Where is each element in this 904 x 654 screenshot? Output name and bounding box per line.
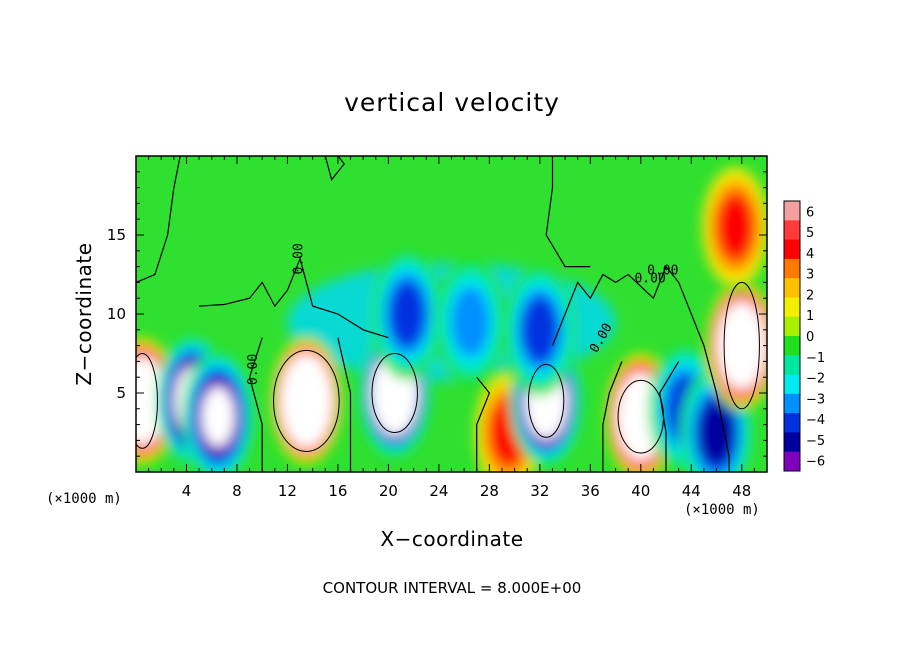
x-axis-label: X−coordinate bbox=[380, 527, 524, 551]
contour-label-3: 0.00 bbox=[634, 271, 665, 286]
x-tick-label-20: 20 bbox=[379, 482, 398, 500]
colorbar-swatch-0 bbox=[784, 201, 800, 221]
x-unit-label-right: (×1000 m) bbox=[684, 502, 760, 518]
strong-contour-3 bbox=[527, 364, 565, 438]
zero-contour-7 bbox=[476, 376, 491, 472]
field-cell-6 bbox=[434, 256, 507, 388]
colorbar-label-9: −3 bbox=[806, 392, 825, 407]
colorbar-swatch-8 bbox=[784, 355, 800, 376]
y-tick-label-10: 10 bbox=[107, 305, 126, 323]
y-ticks: 5 10 15 bbox=[107, 171, 767, 457]
colorbar-label-12: −6 bbox=[806, 455, 825, 470]
colorbar-label-0: 6 bbox=[806, 205, 814, 220]
y-tick-label-5: 5 bbox=[116, 384, 126, 402]
x-ticks: 4 8 12 16 20 24 28 32 36 40 44 48 bbox=[148, 156, 755, 500]
field-cell-0-ring-8 bbox=[136, 371, 159, 431]
colorbar-swatch-4 bbox=[784, 278, 800, 298]
colorbar-label-5: 1 bbox=[806, 309, 814, 324]
colorbar-swatch-11 bbox=[784, 413, 800, 433]
strong-contour-5 bbox=[723, 281, 760, 410]
colorbar-label-11: −5 bbox=[806, 434, 825, 449]
colorbar-label-4: 2 bbox=[806, 288, 814, 303]
field-cell-3 bbox=[270, 335, 343, 467]
colorbar-label-8: −2 bbox=[806, 372, 825, 387]
zero-contour-9 bbox=[659, 361, 680, 472]
colorbar-label-3: 3 bbox=[806, 268, 814, 283]
field-cell-13-ring-8 bbox=[725, 316, 758, 375]
zero-contour-6 bbox=[337, 337, 352, 472]
field-cell-5 bbox=[370, 248, 444, 380]
colorbar-label-7: −1 bbox=[806, 351, 825, 366]
field-cell-3-ring-8 bbox=[290, 371, 323, 431]
field-cell-5-ring-4 bbox=[389, 281, 426, 347]
zero-contour-8 bbox=[602, 361, 623, 472]
colorbar-swatch-3 bbox=[784, 258, 800, 279]
x-tick-label-12: 12 bbox=[278, 482, 297, 500]
x-tick-label-16: 16 bbox=[328, 482, 347, 500]
strong-contour-4 bbox=[617, 379, 665, 454]
strong-contour-2 bbox=[371, 353, 418, 433]
zero-contour-4 bbox=[545, 156, 591, 268]
colorbar-swatch-13 bbox=[784, 451, 800, 472]
zero-contour-5 bbox=[248, 337, 263, 472]
y-tick-label-15: 15 bbox=[107, 226, 126, 244]
contour-label-0: 0.00 bbox=[246, 354, 261, 385]
x-tick-label-32: 32 bbox=[530, 482, 549, 500]
zero-contour-0 bbox=[136, 156, 181, 283]
strong-contour-1 bbox=[273, 349, 340, 452]
x-tick-label-36: 36 bbox=[581, 482, 600, 500]
x-unit-label-left: (×1000 m) bbox=[46, 491, 122, 507]
zero-contour-2 bbox=[324, 156, 345, 182]
x-tick-label-4: 4 bbox=[182, 482, 192, 500]
zero-contour-1 bbox=[199, 256, 389, 339]
colorbar: 6 5 4 3 2 1 0 −1 −2 −3 −4 −5 −6 bbox=[783, 200, 825, 472]
colorbar-swatch-1 bbox=[784, 220, 800, 241]
strong-contour-0 bbox=[136, 353, 158, 449]
x-tick-label-40: 40 bbox=[631, 482, 650, 500]
chart-title: vertical velocity bbox=[344, 88, 560, 117]
field-cell-14 bbox=[699, 161, 767, 293]
colorbar-swatch-2 bbox=[784, 239, 800, 260]
colorbar-swatch-9 bbox=[784, 374, 800, 395]
contour-interval-note: CONTOUR INTERVAL = 8.000E+00 bbox=[322, 579, 582, 597]
colorbar-label-6: 0 bbox=[806, 330, 814, 345]
colorbar-frame bbox=[783, 200, 801, 472]
colorbar-swatch-6 bbox=[784, 316, 800, 337]
contour-label-1: 0.00 bbox=[292, 243, 307, 274]
field-cell-13 bbox=[705, 279, 767, 412]
field-cell-9 bbox=[503, 264, 577, 396]
zero-contour-3 bbox=[551, 265, 730, 472]
x-tick-label-28: 28 bbox=[480, 482, 499, 500]
x-tick-label-24: 24 bbox=[429, 482, 448, 500]
colorbar-swatch-10 bbox=[784, 393, 800, 414]
contour-label-4: 0.00 bbox=[647, 264, 678, 279]
x-tick-label-8: 8 bbox=[232, 482, 242, 500]
colorbar-label-1: 5 bbox=[806, 226, 814, 241]
field-cell-14-ring-4 bbox=[717, 194, 754, 260]
x-tick-label-44: 44 bbox=[682, 482, 701, 500]
colorbar-swatch-7 bbox=[784, 336, 800, 356]
field-cell-2-ring-7 bbox=[201, 386, 235, 447]
heatmap-field bbox=[136, 156, 767, 472]
x-tick-label-48: 48 bbox=[732, 482, 751, 500]
colorbar-swatch-5 bbox=[784, 297, 800, 318]
colorbar-label-10: −4 bbox=[806, 413, 825, 428]
colorbar-label-2: 4 bbox=[806, 247, 814, 262]
field-cell-9-ring-4 bbox=[521, 296, 559, 363]
field-cell-12-ring-5 bbox=[699, 401, 734, 464]
field-cell-2 bbox=[181, 350, 255, 472]
field-cell-6-ring-3 bbox=[451, 286, 490, 357]
colorbar-swatch-12 bbox=[784, 432, 800, 453]
